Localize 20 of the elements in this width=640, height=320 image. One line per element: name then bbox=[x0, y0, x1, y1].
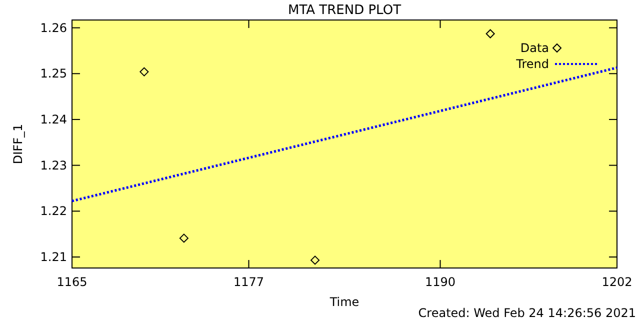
y-tick-label: 1.21 bbox=[40, 250, 67, 264]
legend-label: Data bbox=[520, 41, 549, 55]
x-tick-label: 1202 bbox=[602, 275, 632, 289]
x-tick-label: 1177 bbox=[233, 275, 264, 289]
y-axis-title: DIFF_1 bbox=[11, 124, 25, 164]
y-tick-label: 1.24 bbox=[40, 112, 67, 126]
point bbox=[486, 29, 495, 38]
text: Created: Wed Feb 24 14:26:56 2021 bbox=[418, 306, 636, 320]
point bbox=[140, 67, 149, 76]
x-tick-label: 1190 bbox=[424, 275, 456, 289]
y-tick-label: 1.26 bbox=[40, 20, 67, 35]
chart-title: MTA TREND PLOT bbox=[288, 3, 402, 18]
y-tick-label: 1.22 bbox=[40, 204, 67, 218]
legend-label: Trend bbox=[515, 57, 549, 71]
point bbox=[310, 256, 320, 265]
y-tick-label: 1.23 bbox=[40, 158, 67, 172]
point bbox=[179, 234, 188, 243]
y-tick-label: 1.25 bbox=[40, 66, 67, 81]
x-axis-title: Time bbox=[328, 295, 360, 309]
x-tick-label: 1165 bbox=[56, 275, 88, 289]
